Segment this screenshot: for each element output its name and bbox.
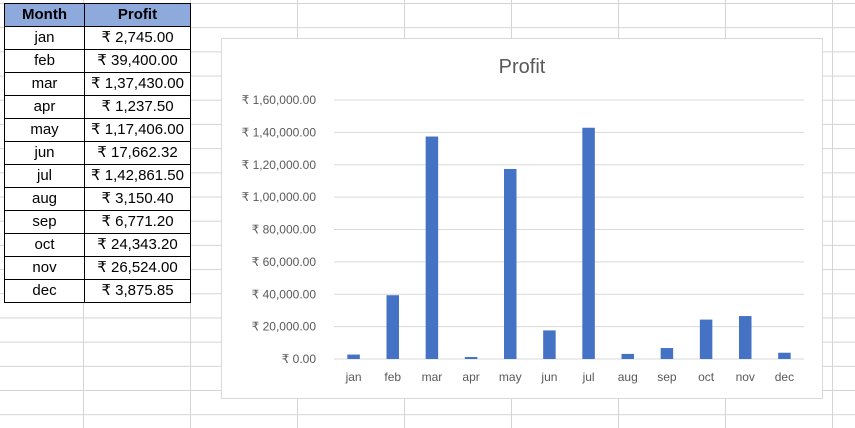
table-row: jan ₹ 2,745.00 bbox=[4, 26, 191, 50]
month-cell[interactable]: apr bbox=[4, 95, 85, 119]
month-cell[interactable]: aug bbox=[4, 187, 85, 211]
table-row: nov ₹ 26,524.00 bbox=[4, 256, 191, 280]
profit-cell[interactable]: ₹ 2,745.00 bbox=[84, 26, 191, 50]
bar-jun[interactable] bbox=[543, 330, 556, 359]
table-header-row: Month Profit bbox=[4, 3, 191, 27]
profit-cell[interactable]: ₹ 24,343.20 bbox=[84, 233, 191, 257]
month-cell[interactable]: may bbox=[4, 118, 85, 142]
month-cell[interactable]: sep bbox=[4, 210, 85, 234]
x-tick-label: oct bbox=[698, 370, 715, 384]
header-profit[interactable]: Profit bbox=[84, 3, 191, 27]
gridlines bbox=[334, 99, 804, 360]
y-tick-label: ₹ 1,00,000.00 bbox=[242, 190, 317, 204]
month-cell[interactable]: dec bbox=[4, 279, 85, 303]
month-cell[interactable]: nov bbox=[4, 256, 85, 280]
bar-feb[interactable] bbox=[386, 295, 400, 359]
bar-aug[interactable] bbox=[621, 353, 635, 359]
y-tick-label: ₹ 20,000.00 bbox=[252, 320, 317, 334]
chart-title: Profit bbox=[499, 56, 546, 78]
table-row: may ₹ 1,17,406.00 bbox=[4, 118, 191, 142]
profit-cell[interactable]: ₹ 1,42,861.50 bbox=[84, 164, 191, 188]
table-row: sep ₹ 6,771.20 bbox=[4, 210, 191, 234]
bar-nov[interactable] bbox=[739, 316, 752, 359]
profit-cell[interactable]: ₹ 17,662.32 bbox=[84, 141, 191, 165]
profit-cell[interactable]: ₹ 3,150.40 bbox=[84, 187, 191, 211]
y-tick-label: ₹ 1,60,000.00 bbox=[242, 93, 317, 107]
table-row: jun ₹ 17,662.32 bbox=[4, 141, 191, 165]
month-cell[interactable]: oct bbox=[4, 233, 85, 257]
y-tick-label: ₹ 1,40,000.00 bbox=[242, 125, 317, 139]
x-tick-label: jun bbox=[540, 370, 557, 384]
bar-dec[interactable] bbox=[778, 352, 791, 359]
month-cell[interactable]: jan bbox=[4, 26, 85, 50]
bar-jan[interactable] bbox=[347, 354, 360, 359]
profit-cell[interactable]: ₹ 6,771.20 bbox=[84, 210, 191, 234]
profit-chart[interactable]: Profit ₹ 0.00 ₹ 20,000.00 ₹ 40,000.00 ₹ 60,… bbox=[221, 38, 823, 399]
bar-apr[interactable] bbox=[464, 356, 478, 359]
profit-cell[interactable]: ₹ 1,37,430.00 bbox=[84, 72, 191, 96]
profit-cell[interactable]: ₹ 3,875.85 bbox=[84, 279, 191, 303]
x-tick-label: jan bbox=[345, 370, 362, 384]
profit-cell[interactable]: ₹ 1,17,406.00 bbox=[84, 118, 191, 142]
bar-sep[interactable] bbox=[660, 348, 674, 359]
x-axis-labels: jan feb mar apr may jun jul aug sep oct nov dec bbox=[345, 370, 795, 384]
bar-jul[interactable] bbox=[582, 127, 595, 359]
x-tick-label: nov bbox=[736, 370, 755, 384]
y-tick-label: ₹ 40,000.00 bbox=[252, 287, 317, 301]
x-tick-label: aug bbox=[618, 370, 638, 384]
table-row: oct ₹ 24,343.20 bbox=[4, 233, 191, 257]
header-month[interactable]: Month bbox=[4, 3, 85, 27]
y-axis-labels: ₹ 0.00 ₹ 20,000.00 ₹ 40,000.00 ₹ 60,000.00 ₹… bbox=[242, 93, 317, 366]
bar-oct[interactable] bbox=[699, 319, 713, 359]
table-row: mar ₹ 1,37,430.00 bbox=[4, 72, 191, 96]
profit-table: Month Profit jan ₹ 2,745.00 feb ₹ 39,400.00… bbox=[4, 3, 191, 303]
table-row: aug ₹ 3,150.40 bbox=[4, 187, 191, 211]
table-row: jul ₹ 1,42,861.50 bbox=[4, 164, 191, 188]
y-tick-label: ₹ 60,000.00 bbox=[252, 255, 317, 269]
x-tick-label: apr bbox=[462, 370, 479, 384]
profit-cell[interactable]: ₹ 39,400.00 bbox=[84, 49, 191, 73]
x-tick-label: may bbox=[499, 370, 522, 384]
month-cell[interactable]: feb bbox=[4, 49, 85, 73]
table-row: apr ₹ 1,237.50 bbox=[4, 95, 191, 119]
bar-may[interactable] bbox=[504, 168, 517, 359]
y-tick-label: ₹ 0.00 bbox=[282, 352, 317, 366]
chart-canvas: Profit ₹ 0.00 ₹ 20,000.00 ₹ 40,000.00 ₹ 60,… bbox=[242, 56, 804, 384]
x-tick-label: feb bbox=[384, 370, 401, 384]
table-body: jan ₹ 2,745.00 feb ₹ 39,400.00 mar ₹ 1,37,430… bbox=[4, 26, 191, 303]
x-tick-label: mar bbox=[422, 370, 443, 384]
profit-cell[interactable]: ₹ 26,524.00 bbox=[84, 256, 191, 280]
x-tick-label: sep bbox=[657, 370, 677, 384]
table-row: dec ₹ 3,875.85 bbox=[4, 279, 191, 303]
y-tick-label: ₹ 1,20,000.00 bbox=[242, 158, 317, 172]
bars bbox=[347, 127, 791, 359]
x-tick-label: dec bbox=[775, 370, 794, 384]
month-cell[interactable]: jul bbox=[4, 164, 85, 188]
month-cell[interactable]: jun bbox=[4, 141, 85, 165]
y-tick-label: ₹ 80,000.00 bbox=[252, 223, 317, 237]
table-row: feb ₹ 39,400.00 bbox=[4, 49, 191, 73]
x-tick-label: jul bbox=[582, 370, 595, 384]
profit-cell[interactable]: ₹ 1,237.50 bbox=[84, 95, 191, 119]
bar-mar[interactable] bbox=[425, 136, 439, 359]
month-cell[interactable]: mar bbox=[4, 72, 85, 96]
